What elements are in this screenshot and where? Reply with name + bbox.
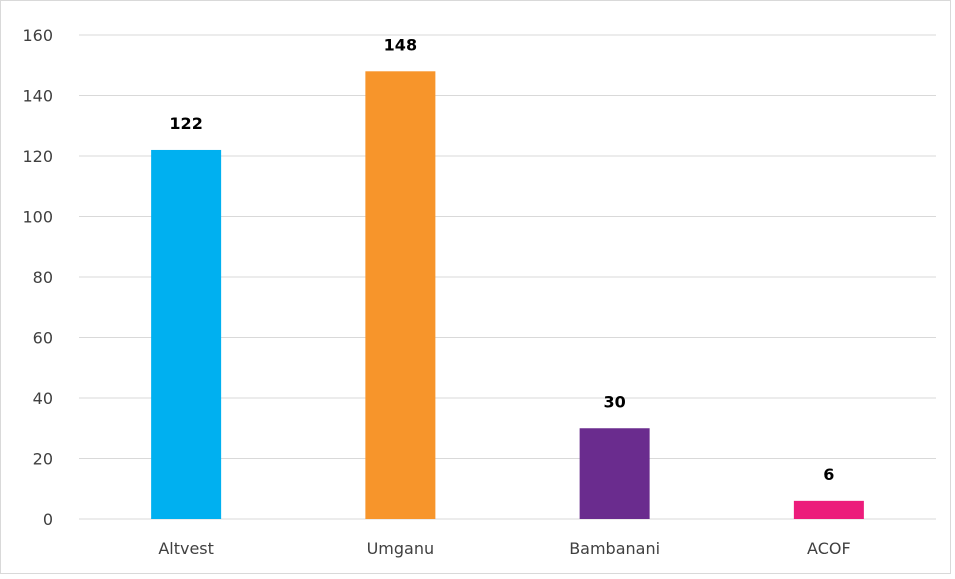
bar-acof <box>793 500 864 519</box>
category-label-altvest: Altvest <box>158 539 214 558</box>
data-labels: 122 148 30 6 <box>169 35 834 484</box>
data-label-umganu: 148 <box>384 35 417 54</box>
y-tick-label: 80 <box>33 268 53 287</box>
y-tick-label: 0 <box>43 510 53 529</box>
category-label-umganu: Umganu <box>367 539 435 558</box>
data-label-altvest: 122 <box>169 114 202 133</box>
category-label-acof: ACOF <box>807 539 851 558</box>
y-axis-ticks: 0 20 40 60 80 100 120 140 160 <box>22 26 53 529</box>
data-label-acof: 6 <box>823 465 834 484</box>
y-tick-label: 160 <box>22 26 53 45</box>
y-tick-label: 120 <box>22 147 53 166</box>
category-label-bambanani: Bambanani <box>569 539 660 558</box>
y-tick-label: 40 <box>33 389 53 408</box>
bar-altvest <box>151 149 222 519</box>
gridlines <box>79 34 936 520</box>
bar-umganu <box>365 71 436 520</box>
x-axis-categories: Altvest Umganu Bambanani ACOF <box>158 539 850 558</box>
bars <box>151 71 864 520</box>
y-tick-label: 140 <box>22 87 53 106</box>
data-label-bambanani: 30 <box>603 392 625 411</box>
y-tick-label: 100 <box>22 208 53 227</box>
y-tick-label: 20 <box>33 450 53 469</box>
y-tick-label: 60 <box>33 329 53 348</box>
bar-bambanani <box>579 428 650 519</box>
